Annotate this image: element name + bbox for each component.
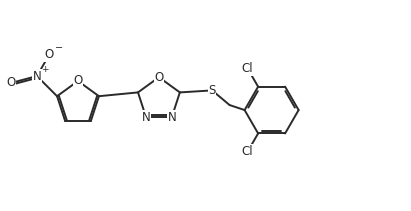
Text: S: S	[208, 84, 216, 97]
Text: N: N	[32, 70, 41, 83]
Text: Cl: Cl	[242, 145, 254, 158]
Text: N: N	[142, 111, 150, 123]
Text: O: O	[45, 48, 54, 61]
Text: −: −	[55, 43, 63, 53]
Text: O: O	[154, 71, 164, 84]
Text: +: +	[41, 65, 48, 74]
Text: N: N	[167, 111, 176, 123]
Text: O: O	[7, 76, 16, 89]
Text: Cl: Cl	[242, 62, 254, 75]
Text: O: O	[74, 74, 83, 88]
